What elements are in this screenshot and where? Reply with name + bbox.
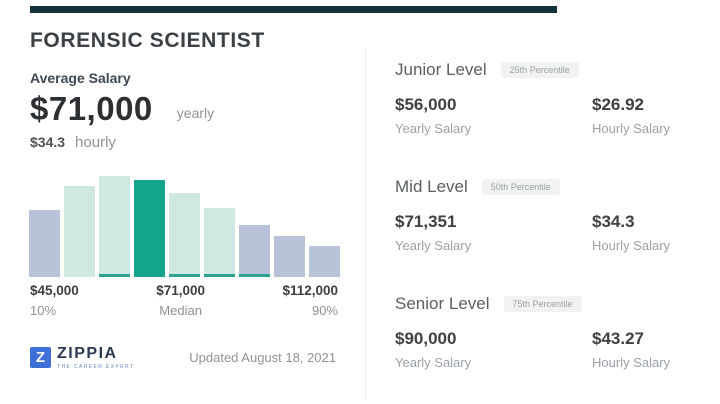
histogram-bar [239, 225, 270, 277]
average-salary-yearly: $71,000 yearly [30, 92, 214, 125]
level-values: $71,351 Yearly Salary $34.3 Hourly Salar… [395, 212, 700, 253]
histogram-bar [29, 210, 60, 277]
tick-median: $71,000 Median [156, 283, 205, 318]
hourly-value: $26.92 [592, 95, 644, 114]
hourly-label: Hourly Salary [592, 355, 671, 370]
histogram-bar [134, 180, 165, 277]
hourly-label: Hourly Salary [592, 121, 671, 136]
top-accent-bar [30, 6, 557, 13]
level-header: Junior Level 25th Percentile [395, 60, 700, 80]
histogram-bar [99, 176, 130, 277]
percentile-badge: 75th Percentile [503, 296, 582, 312]
average-salary-label: Average Salary [30, 70, 131, 86]
average-yearly-unit: yearly [176, 105, 215, 121]
level-name: Mid Level [395, 177, 468, 196]
level-section-junior: Junior Level 25th Percentile $56,000 Yea… [395, 60, 700, 136]
percentile-badge: 25th Percentile [500, 62, 579, 78]
histogram-bar [169, 193, 200, 277]
tick-label: Median [159, 303, 202, 318]
tick-value: $45,000 [30, 283, 79, 298]
level-name: Junior Level [395, 60, 487, 79]
yearly-label: Yearly Salary [395, 238, 472, 253]
hourly-value: $43.27 [592, 329, 644, 348]
zippia-logo-icon: Z [30, 347, 51, 368]
histogram-bar [64, 186, 95, 277]
average-hourly-unit: hourly [75, 134, 116, 151]
brand-tagline: THE CAREER EXPERT [57, 363, 135, 370]
level-header: Senior Level 75th Percentile [395, 294, 700, 314]
vertical-divider [365, 48, 366, 400]
hourly-column: $34.3 Hourly Salary [592, 212, 700, 253]
yearly-column: $90,000 Yearly Salary [395, 329, 592, 370]
yearly-value: $71,351 [395, 212, 457, 231]
histogram-bar [204, 208, 235, 277]
histogram-bar [309, 246, 340, 277]
yearly-value: $56,000 [395, 95, 457, 114]
yearly-value: $90,000 [395, 329, 457, 348]
tick-value: $71,000 [156, 283, 206, 298]
tick-value: $112,000 [282, 283, 338, 298]
chart-x-axis: $45,000 10% $71,000 Median $112,000 90% [30, 283, 338, 318]
yearly-label: Yearly Salary [395, 355, 472, 370]
tick-10th-percentile: $45,000 10% [30, 283, 79, 318]
page-title: FORENSIC SCIENTIST [30, 29, 265, 52]
yearly-column: $71,351 Yearly Salary [395, 212, 592, 253]
zippia-logo: Z ZIPPIA THE CAREER EXPERT [30, 345, 134, 370]
salary-distribution-chart [29, 176, 340, 277]
level-values: $56,000 Yearly Salary $26.92 Hourly Sala… [395, 95, 700, 136]
tick-label: 90% [311, 303, 338, 318]
average-yearly-value: $71,000 [30, 90, 153, 127]
tick-90th-percentile: $112,000 90% [282, 283, 338, 318]
hourly-column: $43.27 Hourly Salary [592, 329, 700, 370]
average-hourly-value: $34.3 [30, 134, 66, 150]
average-salary-hourly: $34.3 hourly [30, 134, 116, 151]
updated-date: Updated August 18, 2021 [189, 349, 336, 365]
tick-label: 10% [30, 303, 57, 318]
level-values: $90,000 Yearly Salary $43.27 Hourly Sala… [395, 329, 700, 370]
brand-name: ZIPPIA [57, 345, 118, 362]
yearly-label: Yearly Salary [395, 121, 472, 136]
hourly-value: $34.3 [592, 212, 635, 231]
percentile-badge: 50th Percentile [481, 179, 560, 195]
hourly-column: $26.92 Hourly Salary [592, 95, 700, 136]
hourly-label: Hourly Salary [592, 238, 671, 253]
histogram-bar [274, 236, 305, 277]
level-header: Mid Level 50th Percentile [395, 177, 700, 197]
yearly-column: $56,000 Yearly Salary [395, 95, 592, 136]
level-section-senior: Senior Level 75th Percentile $90,000 Yea… [395, 294, 700, 370]
zippia-logo-text: ZIPPIA THE CAREER EXPERT [57, 345, 134, 370]
level-name: Senior Level [395, 294, 490, 313]
footer: Z ZIPPIA THE CAREER EXPERT Updated Augus… [30, 345, 336, 370]
level-section-mid: Mid Level 50th Percentile $71,351 Yearly… [395, 177, 700, 253]
